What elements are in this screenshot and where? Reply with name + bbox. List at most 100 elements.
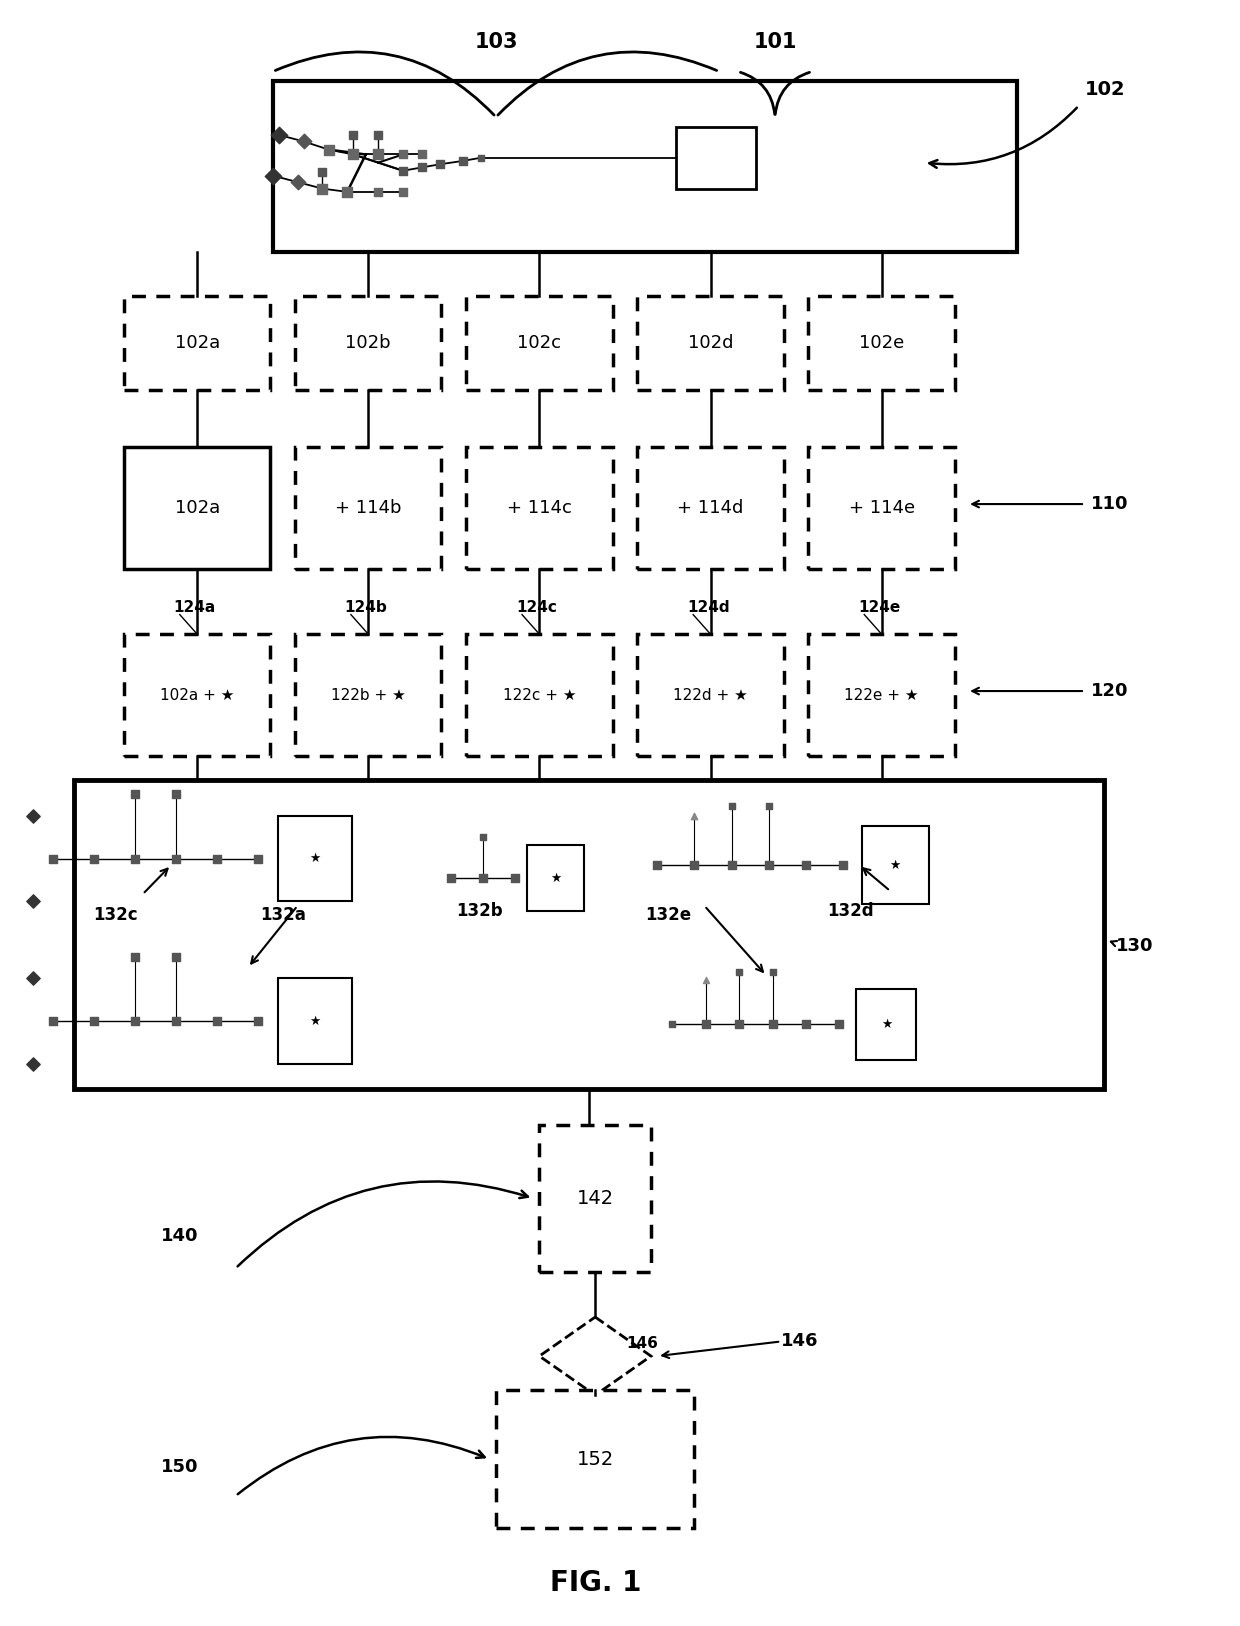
FancyBboxPatch shape <box>856 989 916 1060</box>
Point <box>722 793 742 820</box>
Text: 132e: 132e <box>645 906 691 924</box>
Point <box>294 128 314 154</box>
Point <box>393 141 413 167</box>
FancyBboxPatch shape <box>637 447 784 569</box>
FancyBboxPatch shape <box>466 447 613 569</box>
FancyBboxPatch shape <box>862 826 929 904</box>
FancyBboxPatch shape <box>808 296 955 390</box>
Text: + 114e: + 114e <box>848 499 915 517</box>
Text: 124d: 124d <box>687 600 729 615</box>
Text: 102a: 102a <box>175 499 219 517</box>
Point <box>393 179 413 205</box>
Text: 140: 140 <box>161 1226 198 1246</box>
Point <box>763 1011 782 1037</box>
Point <box>166 780 186 806</box>
Text: + 114c: + 114c <box>507 499 572 517</box>
FancyBboxPatch shape <box>637 634 784 756</box>
Point <box>833 852 853 878</box>
Point <box>288 169 308 195</box>
Point <box>125 943 145 969</box>
Text: 102d: 102d <box>688 333 733 353</box>
Point <box>43 846 63 872</box>
Point <box>393 158 413 184</box>
Text: 130: 130 <box>1116 937 1153 956</box>
Point <box>22 966 42 992</box>
Point <box>696 967 715 993</box>
Text: 122d + ★: 122d + ★ <box>673 688 748 702</box>
Point <box>696 1011 715 1037</box>
Point <box>759 793 779 820</box>
FancyBboxPatch shape <box>496 1390 694 1528</box>
Point <box>505 865 525 891</box>
Point <box>722 852 742 878</box>
Point <box>343 122 363 148</box>
Text: 103: 103 <box>474 33 518 52</box>
Point <box>759 852 779 878</box>
Text: ★: ★ <box>880 1018 892 1031</box>
Text: 132a: 132a <box>260 906 306 924</box>
Point <box>166 846 186 872</box>
FancyBboxPatch shape <box>539 1125 651 1272</box>
Text: 122b + ★: 122b + ★ <box>331 688 405 702</box>
Point <box>269 122 289 148</box>
Point <box>22 1050 42 1076</box>
Text: 124a: 124a <box>174 600 216 615</box>
Point <box>796 1011 816 1037</box>
Point <box>368 141 388 167</box>
Text: ★: ★ <box>310 852 321 865</box>
Point <box>125 1008 145 1034</box>
Point <box>471 145 491 171</box>
Text: 132b: 132b <box>456 902 503 920</box>
Point <box>343 141 363 167</box>
Point <box>412 154 432 180</box>
Text: 146: 146 <box>781 1332 818 1351</box>
Point <box>263 163 283 189</box>
Point <box>830 1011 849 1037</box>
Text: 101: 101 <box>753 33 797 52</box>
Text: 124e: 124e <box>858 600 900 615</box>
FancyBboxPatch shape <box>278 979 352 1063</box>
Point <box>441 865 461 891</box>
FancyBboxPatch shape <box>278 816 352 901</box>
FancyBboxPatch shape <box>637 296 784 390</box>
Point <box>684 803 704 829</box>
FancyBboxPatch shape <box>74 780 1104 1089</box>
Text: ★: ★ <box>310 1015 321 1028</box>
Point <box>84 1008 104 1034</box>
FancyBboxPatch shape <box>124 296 270 390</box>
Point <box>43 1008 63 1034</box>
FancyBboxPatch shape <box>527 846 584 911</box>
FancyBboxPatch shape <box>295 634 441 756</box>
Text: FIG. 1: FIG. 1 <box>549 1569 641 1597</box>
FancyBboxPatch shape <box>676 127 756 189</box>
Polygon shape <box>539 1317 651 1395</box>
Point <box>472 865 492 891</box>
Point <box>430 151 450 177</box>
Point <box>166 1008 186 1034</box>
Point <box>337 179 357 205</box>
Point <box>368 122 388 148</box>
Point <box>166 943 186 969</box>
Point <box>472 823 492 849</box>
Text: 102e: 102e <box>859 333 904 353</box>
Point <box>312 176 332 202</box>
Text: 102: 102 <box>1085 80 1126 99</box>
Point <box>319 137 339 163</box>
Text: 122c + ★: 122c + ★ <box>502 688 577 702</box>
Point <box>207 1008 227 1034</box>
Text: ★: ★ <box>889 859 901 872</box>
Point <box>248 1008 268 1034</box>
Point <box>207 846 227 872</box>
Text: 122e + ★: 122e + ★ <box>844 688 919 702</box>
Text: 102c: 102c <box>517 333 562 353</box>
Point <box>22 888 42 914</box>
Point <box>647 852 667 878</box>
Point <box>125 780 145 806</box>
FancyBboxPatch shape <box>295 296 441 390</box>
Text: 132c: 132c <box>93 906 138 924</box>
FancyBboxPatch shape <box>808 447 955 569</box>
Text: 132d: 132d <box>827 902 874 920</box>
Point <box>729 959 749 985</box>
Text: 142: 142 <box>577 1189 614 1208</box>
FancyBboxPatch shape <box>295 447 441 569</box>
